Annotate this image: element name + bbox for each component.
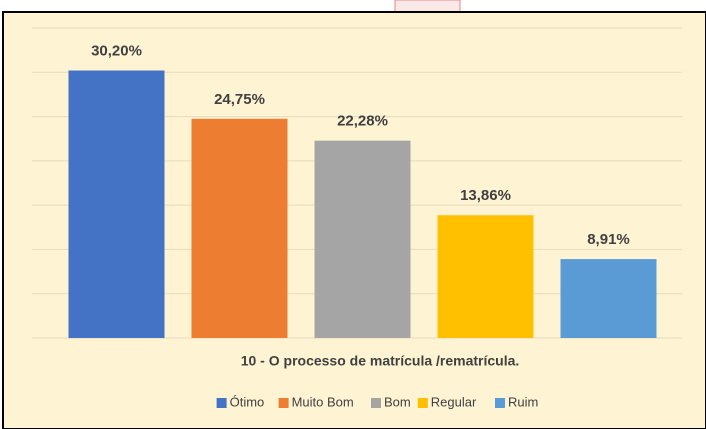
legend-label: Ruim	[508, 394, 538, 409]
legend-swatch	[371, 398, 381, 408]
legend-label: Muito Bom	[292, 394, 354, 409]
legend-swatch	[417, 398, 428, 408]
data-label: 30,20%	[91, 42, 142, 59]
bar	[560, 259, 657, 338]
legend-swatch	[216, 398, 227, 408]
legend-label: Ótimo	[230, 394, 265, 409]
cell-box	[394, 0, 461, 13]
bar	[437, 215, 534, 338]
data-label: 22,28%	[337, 113, 388, 130]
data-label: 13,86%	[460, 187, 511, 204]
sheet-strip	[0, 0, 706, 12]
chart-title: 10 - O processo de matrícula /rematrícul…	[241, 353, 520, 369]
legend-swatch	[278, 398, 289, 408]
bar	[314, 140, 411, 338]
legend-swatch	[495, 398, 505, 408]
legend-label: Regular	[431, 394, 477, 409]
bar	[68, 70, 165, 338]
data-label: 8,91%	[587, 231, 630, 248]
legend-label: Bom	[384, 394, 411, 409]
bar	[191, 118, 288, 339]
data-label: 24,75%	[214, 91, 265, 108]
